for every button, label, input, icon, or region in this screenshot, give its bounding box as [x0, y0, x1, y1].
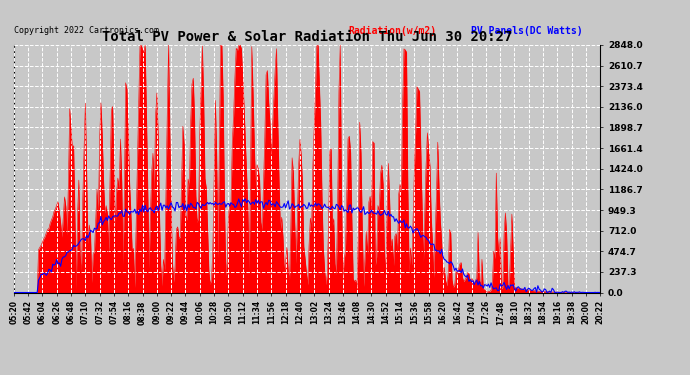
Text: Copyright 2022 Cartronics.com: Copyright 2022 Cartronics.com [14, 26, 159, 35]
Title: Total PV Power & Solar Radiation Thu Jun 30 20:27: Total PV Power & Solar Radiation Thu Jun… [102, 30, 512, 44]
Text: Radiation(w/m2): Radiation(w/m2) [348, 26, 436, 36]
Text: PV Panels(DC Watts): PV Panels(DC Watts) [471, 26, 583, 36]
